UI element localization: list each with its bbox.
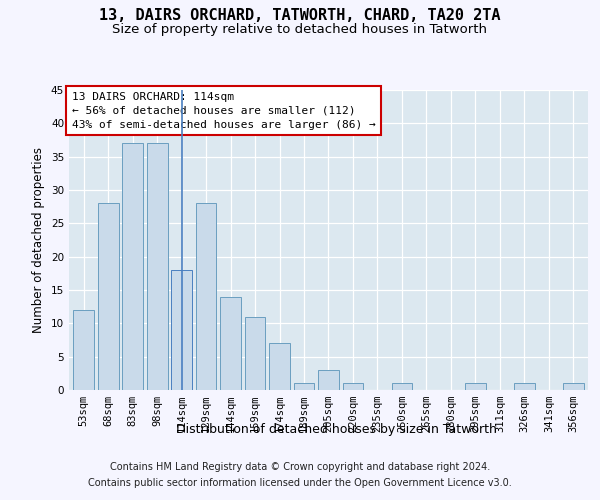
Bar	[343, 384, 364, 390]
Bar	[269, 344, 290, 390]
Bar	[514, 384, 535, 390]
Text: Distribution of detached houses by size in Tatworth: Distribution of detached houses by size …	[176, 422, 496, 436]
Bar	[465, 384, 486, 390]
Bar	[122, 144, 143, 390]
Text: Size of property relative to detached houses in Tatworth: Size of property relative to detached ho…	[113, 22, 487, 36]
Text: Contains HM Land Registry data © Crown copyright and database right 2024.: Contains HM Land Registry data © Crown c…	[110, 462, 490, 472]
Bar	[392, 384, 412, 390]
Text: 13, DAIRS ORCHARD, TATWORTH, CHARD, TA20 2TA: 13, DAIRS ORCHARD, TATWORTH, CHARD, TA20…	[99, 8, 501, 22]
Text: 13 DAIRS ORCHARD: 114sqm
← 56% of detached houses are smaller (112)
43% of semi-: 13 DAIRS ORCHARD: 114sqm ← 56% of detach…	[71, 92, 376, 130]
Bar	[220, 296, 241, 390]
Bar	[318, 370, 339, 390]
Bar	[245, 316, 265, 390]
Bar	[563, 384, 584, 390]
Bar	[196, 204, 217, 390]
Y-axis label: Number of detached properties: Number of detached properties	[32, 147, 46, 333]
Bar	[98, 204, 119, 390]
Bar	[73, 310, 94, 390]
Bar	[293, 384, 314, 390]
Bar	[171, 270, 192, 390]
Bar	[147, 144, 167, 390]
Text: Contains public sector information licensed under the Open Government Licence v3: Contains public sector information licen…	[88, 478, 512, 488]
